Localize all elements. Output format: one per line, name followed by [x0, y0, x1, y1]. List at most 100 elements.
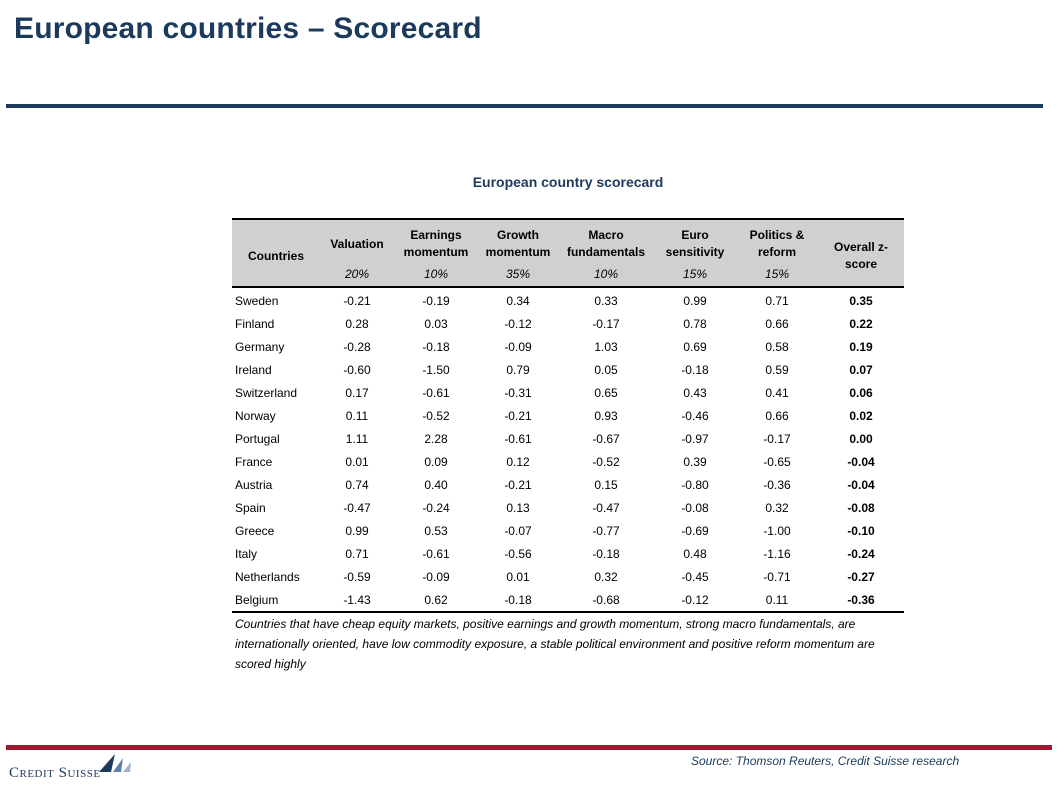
column-header-countries: Countries — [232, 219, 320, 287]
score-cell: -1.43 — [320, 588, 394, 613]
logo-text: Credit Suisse — [9, 765, 101, 781]
score-cell: -0.12 — [654, 588, 736, 613]
weight-earnings-momentum: 10% — [394, 262, 478, 287]
score-cell: -0.77 — [592, 523, 620, 538]
score-cell: 0.15 — [594, 477, 618, 492]
table-row: Belgium -1.43 0.62 -0.18 -0.68 -0.12 0.11 -0.36 — [232, 588, 904, 613]
sails-logo-icon — [99, 754, 131, 772]
overall-score-cell: -0.04 — [847, 454, 875, 469]
score-cell: 0.13 — [506, 500, 530, 515]
score-cell: -0.21 — [504, 477, 532, 492]
score-cell: 0.41 — [765, 385, 789, 400]
score-cell: 0.17 — [345, 385, 369, 400]
score-cell: -0.07 — [504, 523, 532, 538]
score-cell: -0.67 — [592, 431, 620, 446]
score-cell: 0.62 — [394, 588, 478, 613]
country-cell: Ireland — [235, 362, 272, 377]
score-cell: -1.16 — [763, 546, 791, 561]
table-footnote: Countries that have cheap equity markets… — [235, 617, 875, 671]
score-cell: -0.65 — [763, 454, 791, 469]
score-cell: -0.08 — [681, 500, 709, 515]
overall-score-cell: -0.27 — [847, 569, 875, 584]
score-cell: 0.01 — [345, 454, 369, 469]
overall-score-cell: -0.08 — [847, 500, 875, 515]
score-cell: -0.36 — [763, 477, 791, 492]
score-cell: 0.71 — [345, 546, 369, 561]
table-row: Netherlands -0.59 -0.09 0.01 0.32 -0.45 -0.71 -… — [232, 565, 904, 588]
table-row: Finland 0.28 0.03 -0.12 -0.17 0.78 0.66 0.22 — [232, 312, 904, 335]
score-cell: 1.11 — [345, 431, 369, 446]
score-cell: -0.17 — [592, 316, 620, 331]
overall-score-cell: 0.07 — [849, 362, 873, 377]
overall-score-cell: -0.04 — [847, 477, 875, 492]
country-cell: Spain — [235, 500, 266, 515]
table-row: Switzerland 0.17 -0.61 -0.31 0.65 0.43 0.41 0.0… — [232, 381, 904, 404]
score-cell: 0.11 — [345, 408, 369, 423]
country-cell: Netherlands — [235, 569, 300, 584]
score-cell: -0.47 — [343, 500, 371, 515]
score-cell: 0.78 — [683, 316, 707, 331]
score-cell: 0.71 — [765, 293, 789, 308]
weight-row: 20% 10% 35% 10% 15% 15% — [232, 262, 904, 287]
score-cell: -0.24 — [422, 500, 450, 515]
score-cell: 0.32 — [765, 500, 789, 515]
table-row: Italy 0.71 -0.61 -0.56 -0.18 0.48 -1.16 -0.24 — [232, 542, 904, 565]
score-cell: 0.58 — [765, 339, 789, 354]
column-header-earnings-momentum: Earnings momentum — [394, 219, 478, 262]
column-header-politics-reform: Politics & reform — [736, 219, 818, 262]
score-cell: -0.47 — [592, 500, 620, 515]
score-cell: 0.28 — [345, 316, 369, 331]
score-cell: 0.01 — [506, 569, 530, 584]
score-cell: 0.03 — [424, 316, 448, 331]
overall-score-cell: -0.24 — [847, 546, 875, 561]
table-row: Austria 0.74 0.40 -0.21 0.15 -0.80 -0.36 -0.04 — [232, 473, 904, 496]
score-cell: 0.99 — [345, 523, 369, 538]
country-cell: Finland — [235, 316, 275, 331]
score-cell: -0.69 — [681, 523, 709, 538]
weight-euro-sensitivity: 15% — [654, 262, 736, 287]
overall-score-cell: 0.19 — [849, 339, 873, 354]
country-cell: Italy — [235, 546, 258, 561]
overall-score-cell: 0.22 — [849, 316, 873, 331]
credit-suisse-logo: Credit Suisse — [9, 752, 139, 786]
country-cell: Germany — [235, 339, 285, 354]
table-row: Spain -0.47 -0.24 0.13 -0.47 -0.08 0.32 -0.08 — [232, 496, 904, 519]
column-header-growth-momentum: Growth momentum — [478, 219, 558, 262]
score-cell: -0.17 — [763, 431, 791, 446]
score-cell: 0.93 — [594, 408, 618, 423]
score-cell: 0.05 — [594, 362, 618, 377]
score-cell: 0.66 — [765, 408, 789, 423]
score-cell: 0.09 — [424, 454, 448, 469]
header-row: Countries Valuation Earnings momentum Gro… — [232, 219, 904, 287]
overall-score-cell: 0.00 — [849, 431, 873, 446]
country-cell: Norway — [235, 408, 276, 423]
score-cell: -0.09 — [504, 339, 532, 354]
score-cell: 0.32 — [594, 569, 618, 584]
score-cell: -0.52 — [592, 454, 620, 469]
score-cell: -1.50 — [422, 362, 450, 377]
score-cell: -0.59 — [343, 569, 371, 584]
table-row: Norway 0.11 -0.52 -0.21 0.93 -0.46 0.66 0.02 — [232, 404, 904, 427]
column-header-valuation: Valuation — [320, 219, 394, 262]
score-cell: -0.18 — [422, 339, 450, 354]
overall-score-cell: -0.10 — [847, 523, 875, 538]
score-cell: -0.97 — [681, 431, 709, 446]
score-cell: -0.09 — [422, 569, 450, 584]
source-note: Source: Thomson Reuters, Credit Suisse r… — [691, 754, 960, 768]
score-cell: -0.68 — [558, 588, 654, 613]
title-divider — [6, 104, 1043, 108]
score-cell: 0.74 — [345, 477, 369, 492]
weight-politics-reform: 15% — [736, 262, 818, 287]
footer-divider — [6, 745, 1052, 750]
score-cell: -0.21 — [504, 408, 532, 423]
score-cell: 0.11 — [736, 588, 818, 613]
scorecard-table: Countries Valuation Earnings momentum Gro… — [232, 218, 904, 613]
score-cell: 0.40 — [424, 477, 448, 492]
score-cell: -0.60 — [343, 362, 371, 377]
country-cell: Sweden — [235, 293, 279, 308]
score-cell: -0.12 — [504, 316, 532, 331]
column-header-macro-fundamentals: Macro fundamentals — [558, 219, 654, 262]
country-cell: Greece — [235, 523, 275, 538]
score-cell: -0.19 — [422, 293, 450, 308]
score-cell: 0.53 — [424, 523, 448, 538]
